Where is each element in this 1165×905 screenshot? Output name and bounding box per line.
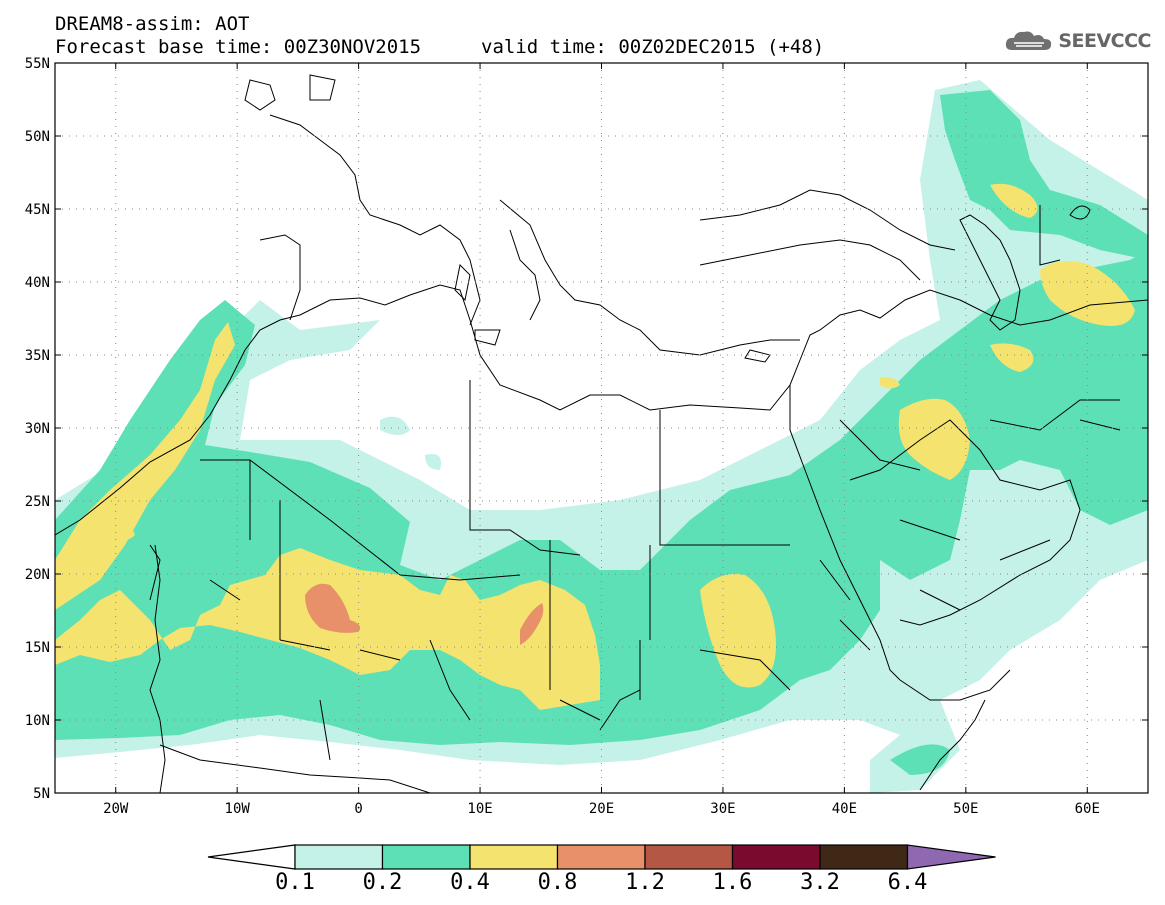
colorbar-label: 1.2	[625, 870, 665, 895]
map-product-title: DREAM8-assim: AOT	[55, 13, 250, 35]
logo-text: SEEVCCC	[1058, 30, 1151, 52]
colorbar-label: 0.2	[362, 870, 403, 895]
coastlines-and-borders	[55, 74, 1148, 793]
lat-tick-label: 20N	[25, 567, 50, 583]
colorbar-label: 1.6	[712, 870, 753, 895]
lon-tick-label: 50E	[953, 801, 978, 817]
lon-tick-label: 60E	[1075, 801, 1100, 817]
axis-ticks	[55, 62, 1148, 794]
lon-tick-label: 10W	[225, 801, 251, 817]
colorbar-swatch	[644, 844, 734, 870]
graticule	[55, 63, 1148, 793]
base-time-label: Forecast base time: 00Z30NOV2015	[55, 36, 422, 58]
colorbar-labels: 0.1 0.2 0.4 0.8 1.2 1.6 3.2 6.4	[0, 870, 1165, 900]
lat-tick-label: 45N	[25, 202, 50, 218]
colorbar	[207, 844, 996, 870]
colorbar-swatch	[294, 844, 384, 870]
colorbar-high-arrow	[906, 844, 996, 870]
lat-tick-label: 15N	[25, 640, 50, 656]
lat-tick-label: 40N	[25, 275, 50, 291]
colorbar-label: 0.1	[275, 870, 315, 895]
lat-tick-label: 55N	[25, 56, 50, 72]
valid-time-label: valid time: 00Z02DEC2015 (+48)	[481, 36, 825, 58]
colorbar-label: 0.4	[450, 870, 490, 895]
lat-tick-label: 35N	[25, 348, 50, 364]
forecast-times: Forecast base time: 00Z30NOV2015 valid ti…	[55, 36, 824, 58]
lon-tick-label: 0	[354, 801, 362, 817]
colorbar-low-arrow	[207, 844, 296, 870]
colorbar-label: 3.2	[800, 870, 840, 895]
cloud-logo-icon	[1006, 31, 1052, 50]
aot-level-0.8	[305, 583, 544, 645]
lon-tick-label: 30E	[710, 801, 735, 817]
colorbar-swatch	[556, 844, 646, 870]
lon-tick-label: 20E	[589, 801, 614, 817]
colorbar-swatch	[381, 844, 471, 870]
colorbar-swatch	[469, 844, 559, 870]
colorbar-swatch	[731, 844, 821, 870]
lat-tick-label: 30N	[25, 421, 50, 437]
lon-tick-label: 40E	[832, 801, 857, 817]
lat-tick-label: 50N	[25, 129, 50, 145]
colorbar-label: 6.4	[887, 870, 928, 895]
lat-tick-label: 5N	[33, 786, 50, 802]
colorbar-label: 0.8	[537, 870, 578, 895]
lon-tick-label: 10E	[467, 801, 492, 817]
aot-contour-fields	[55, 80, 1148, 793]
lat-tick-label: 25N	[25, 494, 50, 510]
seevccc-logo: SEEVCCC	[1004, 26, 1151, 56]
lon-tick-label: 20W	[103, 801, 129, 817]
longitude-axis: 20W 10W 0 10E 20E 30E 40E 50E 60E	[103, 801, 1100, 817]
latitude-axis: 5N 10N 15N 20N 25N 30N 35N 40N 45N 50N 55N	[25, 56, 50, 802]
lat-tick-label: 10N	[25, 713, 50, 729]
colorbar-swatch	[819, 844, 909, 870]
